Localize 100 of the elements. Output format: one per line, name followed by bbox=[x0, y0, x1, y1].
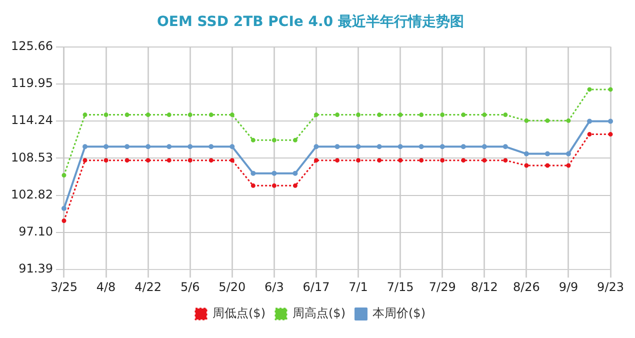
point bbox=[292, 183, 298, 188]
point bbox=[272, 170, 277, 176]
point bbox=[124, 158, 130, 163]
point bbox=[188, 158, 192, 163]
point bbox=[503, 158, 508, 163]
y-tick-label: 97.10 bbox=[18, 224, 53, 239]
y-tick-label: 114.24 bbox=[10, 113, 53, 128]
point bbox=[377, 112, 382, 118]
point bbox=[82, 144, 88, 150]
point bbox=[124, 112, 130, 118]
point bbox=[524, 118, 529, 123]
point bbox=[146, 158, 150, 163]
legend-label: 本周价($) bbox=[372, 306, 426, 320]
point bbox=[146, 144, 151, 150]
point bbox=[356, 158, 361, 163]
point bbox=[461, 158, 466, 163]
point bbox=[545, 118, 550, 123]
point bbox=[377, 158, 382, 163]
x-tick-label: 8/26 bbox=[512, 280, 540, 294]
point bbox=[587, 132, 592, 137]
point bbox=[188, 112, 192, 118]
point bbox=[440, 112, 445, 118]
x-tick-label: 4/22 bbox=[134, 280, 162, 294]
point bbox=[419, 112, 424, 118]
point bbox=[230, 158, 234, 163]
x-tick-label: 6/3 bbox=[264, 280, 284, 294]
point bbox=[314, 112, 318, 118]
point bbox=[334, 144, 340, 150]
point bbox=[398, 158, 403, 163]
point bbox=[166, 112, 172, 118]
point bbox=[503, 112, 508, 118]
point bbox=[82, 112, 88, 118]
point bbox=[230, 144, 235, 150]
y-tick-label: 108.53 bbox=[10, 150, 53, 164]
x-tick-label: 7/1 bbox=[348, 280, 368, 294]
point bbox=[208, 158, 214, 163]
point bbox=[314, 144, 319, 150]
x-tick-label: 9/23 bbox=[597, 280, 624, 294]
point bbox=[566, 151, 571, 156]
x-tick-label: 7/15 bbox=[386, 280, 414, 294]
point bbox=[482, 158, 487, 163]
point bbox=[398, 144, 403, 150]
y-tick-label: 102.82 bbox=[10, 187, 53, 202]
point bbox=[482, 112, 487, 118]
point bbox=[208, 144, 214, 150]
point bbox=[502, 144, 508, 150]
point bbox=[524, 163, 529, 168]
point bbox=[166, 158, 172, 163]
point bbox=[608, 87, 613, 92]
point bbox=[292, 138, 298, 142]
x-tick-label: 8/12 bbox=[470, 280, 498, 294]
point bbox=[61, 206, 66, 211]
point bbox=[587, 87, 592, 92]
point bbox=[566, 163, 571, 168]
point bbox=[524, 151, 529, 156]
point bbox=[440, 158, 445, 163]
point bbox=[146, 112, 150, 118]
point bbox=[62, 173, 66, 178]
point bbox=[335, 158, 340, 163]
x-tick-label: 9/9 bbox=[558, 280, 578, 294]
legend-label: 周高点($) bbox=[292, 306, 346, 320]
point bbox=[545, 163, 550, 168]
point bbox=[398, 112, 403, 118]
x-tick-label: 3/25 bbox=[50, 280, 78, 294]
y-tick-label: 125.66 bbox=[10, 38, 53, 53]
x-tick-label: 5/20 bbox=[218, 280, 246, 294]
point bbox=[566, 118, 571, 123]
point bbox=[440, 144, 445, 150]
point bbox=[461, 112, 466, 118]
point bbox=[250, 138, 256, 142]
point bbox=[250, 183, 256, 188]
y-tick-label: 119.95 bbox=[10, 76, 53, 90]
point bbox=[482, 144, 487, 150]
point bbox=[418, 144, 424, 150]
x-tick-label: 6/17 bbox=[302, 280, 330, 294]
point bbox=[62, 218, 66, 224]
point bbox=[230, 112, 234, 118]
point bbox=[188, 144, 193, 150]
point bbox=[208, 112, 214, 118]
point bbox=[82, 158, 88, 163]
point bbox=[356, 144, 361, 150]
legend-label: 周低点($) bbox=[212, 306, 266, 320]
point bbox=[272, 138, 276, 142]
x-tick-label: 4/8 bbox=[96, 280, 116, 294]
point bbox=[608, 118, 614, 124]
point bbox=[166, 144, 172, 150]
point bbox=[250, 170, 256, 176]
point bbox=[104, 112, 108, 118]
point bbox=[608, 132, 613, 137]
point bbox=[335, 112, 340, 118]
point bbox=[419, 158, 424, 163]
point bbox=[104, 144, 109, 150]
point bbox=[104, 158, 108, 163]
point bbox=[292, 170, 298, 176]
x-tick-label: 7/29 bbox=[428, 280, 456, 294]
point bbox=[587, 118, 592, 124]
point bbox=[272, 183, 276, 188]
point bbox=[124, 144, 130, 150]
chart-title: OEM SSD 2TB PCIe 4.0 最近半年行情走势图 bbox=[157, 13, 464, 30]
x-tick-label: 5/6 bbox=[180, 280, 200, 294]
